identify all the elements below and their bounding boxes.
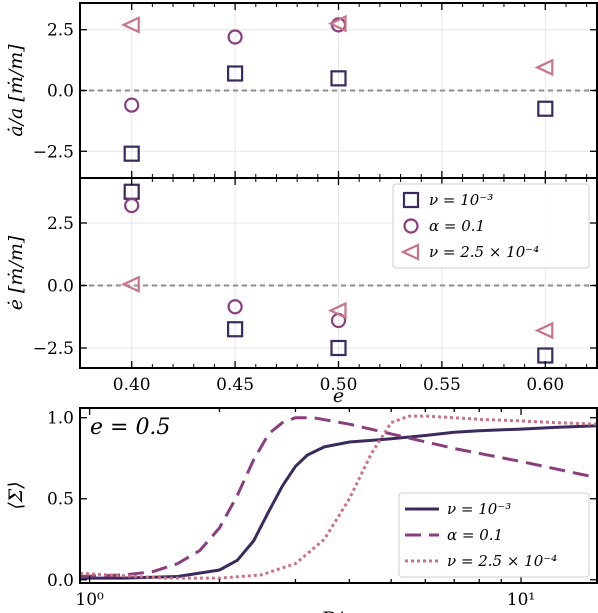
data-point	[123, 145, 140, 162]
x-tick-label: 0.60	[526, 375, 564, 395]
data-point	[327, 301, 347, 320]
data-point	[534, 58, 554, 77]
data-point	[327, 14, 347, 33]
x-tick-label: 10⁰	[75, 590, 104, 610]
series-line	[80, 414, 597, 580]
legend: ν = 10⁻³ α = 0.1 ν = 2.5 × 10⁻⁴	[392, 183, 590, 269]
data-point	[121, 16, 140, 34]
data-point	[124, 197, 140, 214]
legend-box	[392, 183, 590, 269]
data-point	[227, 299, 243, 315]
data-point	[330, 70, 347, 87]
axes-frame	[79, 407, 598, 584]
y-tick-label: −2.5	[33, 142, 74, 162]
data-point	[537, 100, 554, 117]
panel-adot: −2.5 0.0 2.5 ȧ/a [ṁ/m]	[5, 2, 598, 179]
data-point	[227, 65, 244, 82]
y-tick-label: 0.0	[47, 571, 74, 591]
x-tick-label: 0.45	[216, 375, 254, 395]
legend-marker	[403, 218, 419, 234]
y-tick-label: 1.0	[47, 409, 74, 429]
y-tick-label: 2.5	[47, 214, 74, 234]
data-point	[227, 321, 244, 338]
y-axis-label: ė [ṁ/m]	[5, 235, 27, 310]
data-point	[330, 339, 347, 357]
y-axis-label: ȧ/a [ṁ/m]	[5, 44, 27, 137]
data-point	[534, 321, 554, 340]
legend-label: ν = 2.5 × 10⁻⁴	[447, 552, 557, 570]
y-tick-label: 2.5	[47, 21, 74, 41]
y-tick-label: −2.5	[33, 339, 74, 359]
x-tick-label: 10¹	[507, 590, 535, 610]
y-tick-label: 0.5	[47, 490, 74, 510]
panel-annotation: e = 0.5	[90, 415, 170, 440]
legend-label: α = 0.1	[447, 526, 503, 544]
y-tick-label: 0.0	[47, 277, 74, 297]
x-tick-label: 0.55	[423, 375, 461, 395]
legend-box	[398, 492, 590, 578]
x-axis-label: e	[333, 385, 344, 407]
panel-sigma: 0.0 0.5 1.0 10⁰ 10¹ ⟨Σ⟩ R/a e = 0.5 ν = 10⁻³ α = …	[5, 407, 598, 613]
y-axis-label: ⟨Σ⟩	[5, 481, 27, 509]
legend-marker	[402, 191, 420, 209]
series-line	[80, 424, 597, 580]
legend-marker	[400, 243, 420, 261]
x-axis-label: R/a	[322, 608, 354, 613]
series-line	[80, 416, 597, 578]
data-point	[227, 29, 243, 45]
legend-label: α = 0.1	[429, 217, 485, 235]
y-tick-label: 0.0	[47, 82, 74, 102]
legend-label: ν = 10⁻³	[447, 500, 511, 518]
data-point	[124, 97, 140, 113]
x-tick-label: 0.40	[113, 375, 151, 395]
legend-label: ν = 2.5 × 10⁻⁴	[429, 243, 539, 261]
x-tick-label: 0.50	[320, 375, 358, 395]
legend: ν = 10⁻³ α = 0.1 ν = 2.5 × 10⁻⁴	[398, 492, 590, 578]
legend-label: ν = 10⁻³	[429, 191, 493, 209]
data-point	[121, 275, 140, 293]
panel-edot: −2.5 0.0 2.5 0.40 0.45 0.50 0.55 0.60 ė [ṁ/m] e ν …	[5, 177, 598, 407]
